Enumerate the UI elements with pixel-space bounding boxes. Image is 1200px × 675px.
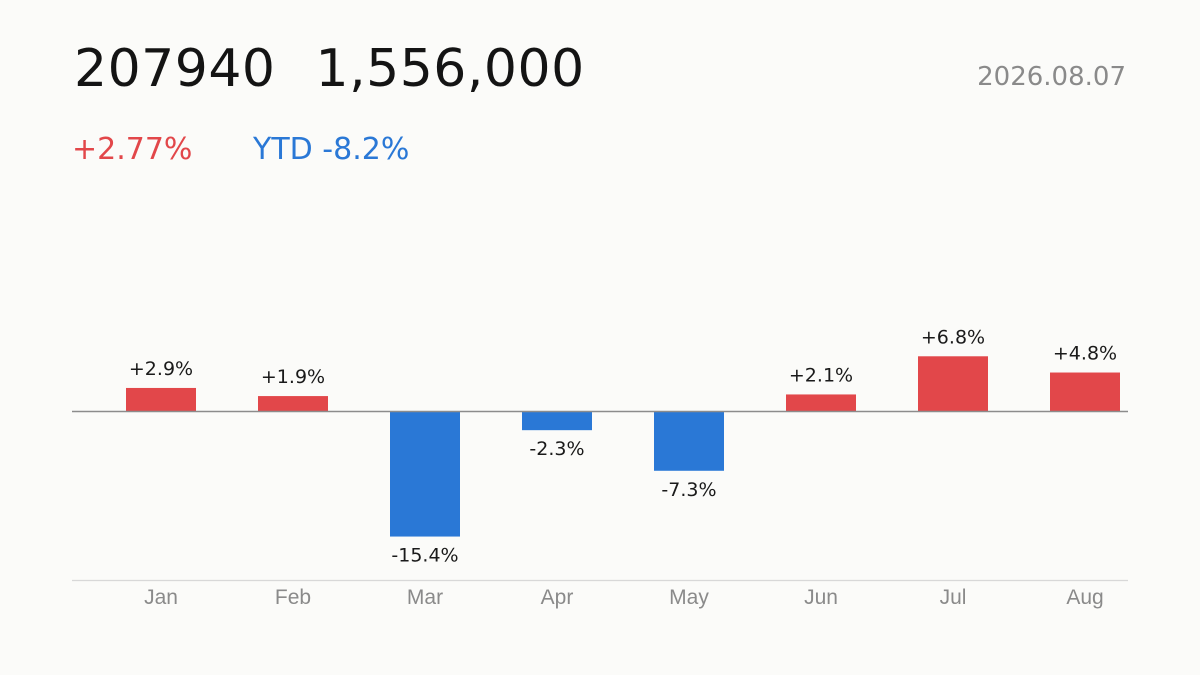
bar-apr (522, 411, 592, 431)
bar-jun (786, 394, 856, 412)
stock-price: 1,556,000 (315, 39, 585, 99)
bar-jul (918, 356, 988, 412)
data-label-may: -7.3% (661, 479, 716, 501)
bar-jan (126, 387, 196, 412)
x-tick-jan: Jan (144, 586, 178, 609)
data-label-feb: +1.9% (261, 366, 325, 388)
bar-aug (1050, 372, 1120, 412)
stock-title: 207940 1,556,000 (74, 34, 585, 104)
stock-code: 207940 (74, 39, 276, 99)
data-label-apr: -2.3% (529, 438, 584, 460)
bar-feb (258, 396, 328, 412)
data-label-jan: +2.9% (129, 358, 193, 380)
x-tick-jun: Jun (804, 586, 838, 609)
data-label-jul: +6.8% (921, 326, 985, 348)
data-label-mar: -15.4% (391, 545, 458, 567)
bar-mar (390, 411, 460, 537)
data-label-jun: +2.1% (789, 364, 853, 386)
x-tick-feb: Feb (275, 586, 311, 609)
bar-may (654, 411, 724, 471)
date-label: 2026.08.07 (977, 62, 1126, 92)
x-tick-jul: Jul (940, 586, 967, 609)
x-tick-apr: Apr (541, 586, 574, 609)
x-tick-mar: Mar (407, 586, 443, 609)
x-tick-may: May (669, 586, 709, 609)
daily-change: +2.77% (72, 132, 193, 167)
x-tick-aug: Aug (1066, 586, 1103, 609)
ytd-change: YTD -8.2% (253, 132, 410, 167)
data-label-aug: +4.8% (1053, 343, 1117, 365)
